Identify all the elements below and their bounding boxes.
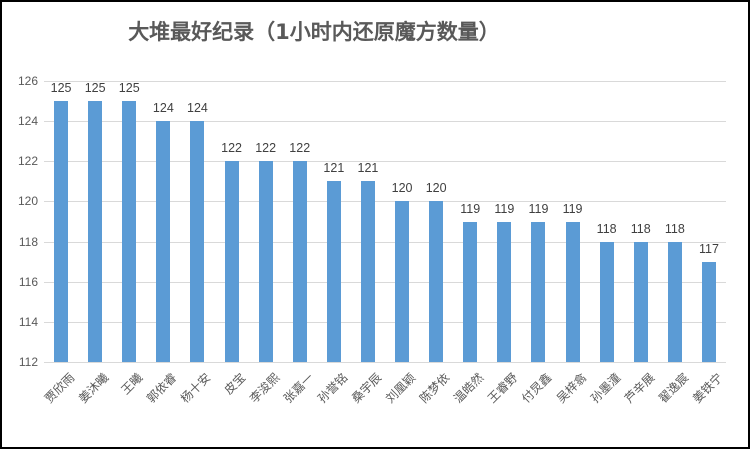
bar-slot: 122 (283, 81, 317, 362)
bar (190, 121, 205, 362)
bar-slot: 125 (44, 81, 78, 362)
bar-value-label: 122 (255, 141, 277, 156)
y-tick-label: 114 (18, 314, 38, 329)
x-category-label: 郭依睿 (144, 370, 180, 406)
x-category-label: 王睿野 (485, 370, 521, 406)
bar-value-label: 120 (425, 181, 447, 196)
bar (565, 221, 580, 362)
gridline-116 (44, 281, 726, 283)
bar-slot: 118 (590, 81, 624, 362)
bar-slot: 117 (692, 81, 726, 362)
bar-value-label: 118 (664, 221, 685, 236)
y-tick-label: 122 (17, 154, 38, 169)
x-category-label: 刘凰颖 (382, 370, 419, 406)
bar-value-label: 119 (460, 201, 481, 216)
x-category-label: 孙誉铭 (314, 370, 351, 406)
bar-value-label: 119 (528, 201, 549, 216)
bar-slot: 119 (521, 81, 555, 362)
bar-value-label: 117 (698, 241, 719, 256)
bar-value-label: 125 (50, 81, 72, 96)
bar-value-label: 121 (357, 161, 379, 176)
x-category-label: 姜沐曦 (76, 370, 112, 406)
bar (395, 201, 410, 362)
x-category-label: 贾欣雨 (41, 370, 78, 406)
bar-value-label: 124 (152, 101, 174, 116)
bar-value-label: 121 (323, 161, 345, 176)
x-category-label: 芦辛展 (621, 370, 658, 406)
bar-slot: 125 (112, 81, 146, 362)
plot-area: 125 125 125 124 124 122 122 122 121 121 120 120 119 1… (44, 81, 726, 363)
bar-slot: 121 (317, 81, 351, 362)
bar-slot: 118 (624, 81, 658, 362)
x-category-label: 李浚熙 (246, 370, 282, 406)
x-category-label: 吴梓翕 (553, 370, 589, 406)
gridline-126 (44, 81, 726, 82)
x-category-label: 陈梦依 (417, 370, 453, 406)
bar (156, 121, 171, 362)
bar-slot: 122 (249, 81, 283, 362)
bar-value-label: 122 (221, 141, 242, 156)
x-category-label: 付炅鑫 (519, 370, 555, 406)
bar-value-label: 118 (596, 221, 617, 236)
bar (463, 221, 478, 362)
bar (88, 101, 103, 362)
bar (54, 101, 69, 362)
x-category-label: 翟逸宸 (655, 370, 692, 406)
bar-value-label: 119 (494, 201, 515, 216)
bar-slot: 119 (487, 81, 521, 362)
y-tick-label: 118 (18, 234, 38, 249)
bar (224, 161, 239, 362)
x-category-label: 温皓然 (451, 370, 487, 406)
gridline-114 (44, 321, 726, 323)
bar-slot: 119 (556, 81, 590, 362)
gridline-120 (44, 201, 726, 203)
bar-slot: 122 (215, 81, 249, 362)
bar-slot: 120 (419, 81, 453, 362)
x-category-label: 姜铁宁 (689, 370, 726, 406)
bar (633, 241, 648, 362)
bar (122, 101, 137, 362)
y-tick-label: 120 (17, 194, 38, 209)
bar-slot: 125 (78, 81, 112, 362)
bar (599, 241, 614, 362)
bar (531, 221, 546, 362)
gridline-112 (44, 362, 726, 363)
bar (258, 161, 273, 362)
x-category-label: 皮宝 (220, 370, 248, 398)
y-tick-label: 124 (17, 114, 38, 129)
x-category-label: 杨十安 (178, 370, 214, 406)
bar-slot: 121 (351, 81, 385, 362)
bar-value-label: 120 (391, 181, 413, 196)
bar-slot: 124 (180, 81, 214, 362)
x-category-label: 张嘉一 (280, 370, 317, 406)
bar-value-label: 125 (84, 81, 106, 96)
bar-value-label: 119 (562, 201, 583, 216)
bar-slot: 119 (453, 81, 487, 362)
bar (292, 161, 307, 362)
bar (429, 201, 444, 362)
bar-value-label: 122 (289, 141, 311, 156)
bar-value-label: 125 (118, 81, 140, 96)
bar-slot: 120 (385, 81, 419, 362)
bar-slot: 124 (146, 81, 180, 362)
bar (326, 181, 341, 362)
gridline-122 (44, 161, 726, 163)
bar-slot: 118 (658, 81, 692, 362)
bar (701, 261, 716, 362)
x-category-label: 桑宇辰 (348, 370, 385, 406)
bar-value-label: 118 (630, 221, 651, 236)
y-tick-label: 126 (17, 74, 38, 88)
bar (360, 181, 375, 362)
x-category-label: 孙墨潼 (587, 370, 623, 406)
y-tick-label: 112 (18, 355, 38, 369)
chart-title: 大堆最好纪录（1小时内还原魔方数量） (128, 20, 500, 44)
bar-value-label: 124 (187, 101, 208, 116)
bar (497, 221, 512, 362)
gridline-124 (44, 121, 726, 123)
y-tick-label: 116 (18, 274, 38, 289)
bar (667, 241, 682, 362)
gridline-118 (44, 241, 726, 243)
